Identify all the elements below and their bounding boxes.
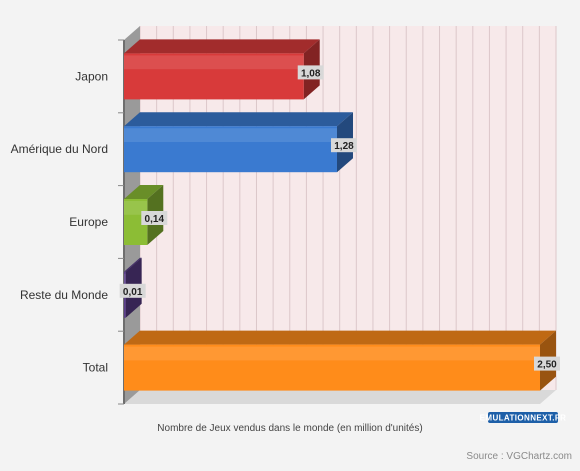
bar-highlight	[124, 273, 126, 288]
bar-top	[124, 330, 556, 345]
source-note: Source : VGChartz.com	[466, 451, 572, 462]
bar-highlight	[124, 346, 540, 361]
value-label: 0,01	[123, 287, 143, 298]
value-label-box	[119, 283, 146, 298]
bar-group: 1,28	[124, 112, 357, 173]
value-label-box	[330, 138, 357, 153]
value-label: 2,50	[537, 360, 557, 371]
svg-text:EMULATIONNEXT.FR: EMULATIONNEXT.FR	[480, 414, 567, 423]
value-label-box	[141, 211, 168, 225]
bar-group: 1,08	[124, 39, 324, 100]
bar-top	[124, 257, 142, 272]
category-labels: Japon Amérique du Nord Europe Reste du Mond…	[11, 69, 109, 374]
bar-highlight	[124, 128, 337, 142]
value-label-box	[534, 356, 560, 371]
bar-top	[124, 185, 164, 199]
category-label: Amérique du Nord	[11, 142, 108, 156]
bars: 1,08 1,28 0,14 0,01 2,50	[119, 39, 560, 391]
value-label-box	[297, 65, 324, 80]
plot-floor	[124, 390, 556, 404]
bar-highlight	[124, 55, 304, 70]
category-label: Japon	[75, 69, 108, 83]
x-axis-title: Nombre de Jeux vendus dans le monde (en …	[157, 423, 422, 434]
category-label: Reste du Monde	[20, 288, 108, 302]
bar-group: 0,01	[119, 257, 146, 318]
value-label: 1,28	[334, 141, 354, 152]
category-label: Europe	[69, 215, 108, 229]
value-label: 1,08	[301, 68, 321, 79]
value-label: 0,14	[145, 214, 165, 225]
bar-top	[124, 112, 353, 127]
category-label: Total	[83, 361, 108, 375]
bar-top	[124, 39, 320, 54]
bar-group: 2,50	[124, 330, 560, 391]
site-logo: EMULATIONNEXT.FR	[480, 412, 567, 423]
bar-group: 0,14	[124, 185, 168, 245]
